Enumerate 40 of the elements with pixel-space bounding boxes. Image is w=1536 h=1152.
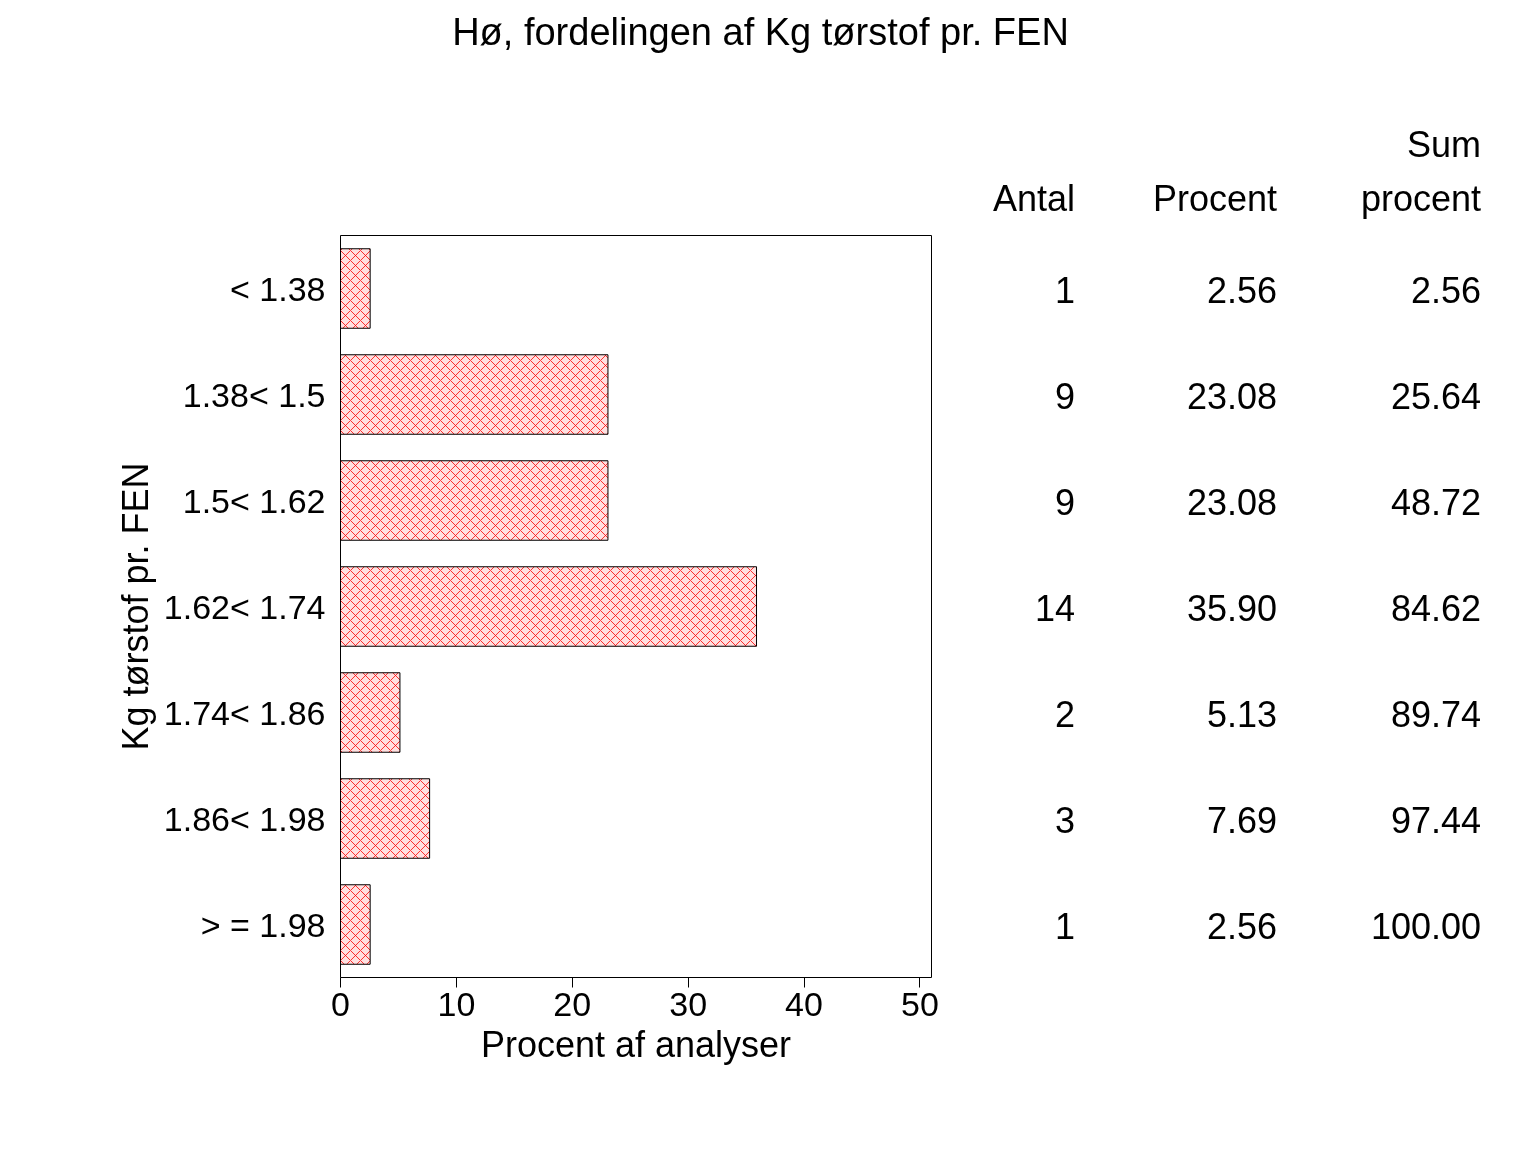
y-axis-title: Kg tørstof pr. FEN [114,462,156,751]
text: 14 [1034,587,1075,631]
y-tick-label: 1.62< 1.74 [163,587,326,626]
text: Sum procent [1360,123,1481,221]
y-tick-label: 1.5< 1.62 [182,481,326,520]
text: 2.56 [1410,269,1481,313]
text: 1 [1054,269,1075,313]
y-tick-label: 1.74< 1.86 [163,693,326,732]
x-tick-label: 40 [785,984,823,1023]
text: 100.00 [1370,905,1481,949]
text: 23.08 [1186,481,1277,525]
x-tick-label: 50 [901,984,939,1023]
text: 89.74 [1390,693,1481,737]
text: 25.64 [1390,375,1481,419]
text: 48.72 [1390,481,1481,525]
text: Procent [1152,177,1277,221]
y-tick-label: 1.86< 1.98 [163,799,326,838]
text: 1 [1054,905,1075,949]
y-tick-label: 1.38< 1.5 [182,375,326,414]
text: 7.69 [1206,799,1277,843]
text: 35.90 [1186,587,1277,631]
chart-title: Hø, fordelingen af Kg tørstof pr. FEN [452,10,1069,55]
text: 2 [1054,693,1075,737]
text: 97.44 [1390,799,1481,843]
text: 9 [1054,481,1075,525]
text: 5.13 [1206,693,1277,737]
y-tick-label: < 1.38 [230,269,326,308]
text: 2.56 [1206,269,1277,313]
x-tick-label: 20 [553,984,592,1023]
text: 84.62 [1390,587,1481,631]
text: Antal [992,177,1075,221]
text: 3 [1054,799,1075,843]
x-axis-title: Procent af analyser [480,1023,792,1065]
x-tick-label: 30 [669,984,708,1023]
text: 9 [1054,375,1075,419]
y-tick-label: > = 1.98 [200,905,326,944]
x-tick-label: 10 [437,984,476,1023]
x-tick-label: 0 [331,984,350,1023]
text: 23.08 [1186,375,1277,419]
text: 2.56 [1206,905,1277,949]
